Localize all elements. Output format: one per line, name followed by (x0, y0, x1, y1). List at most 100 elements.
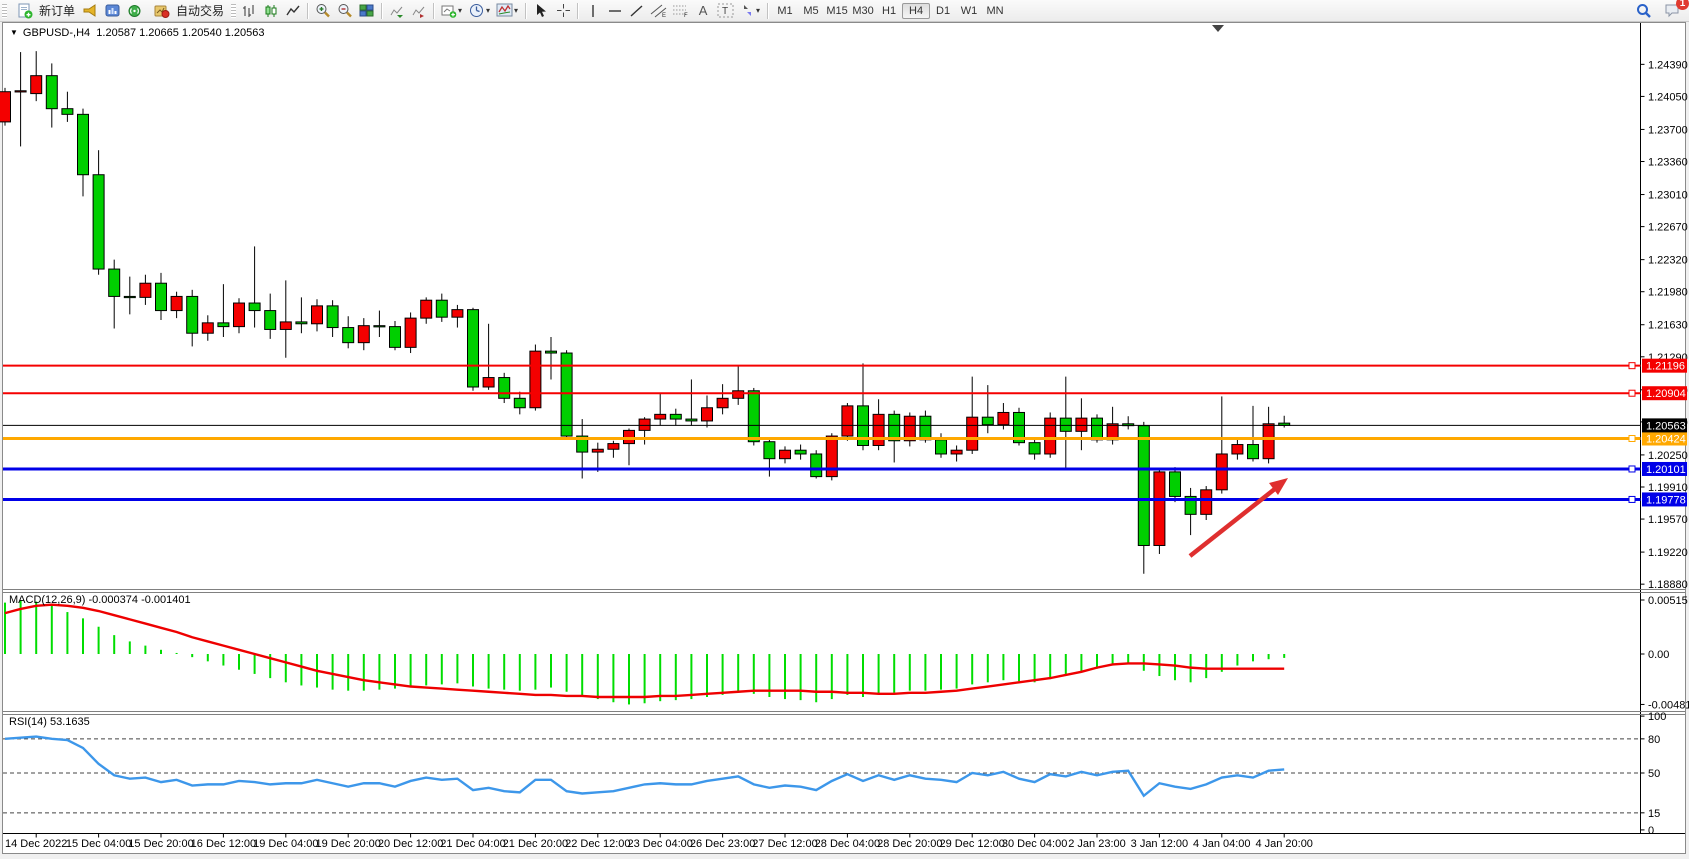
timeframe-m30[interactable]: M30 (852, 4, 874, 17)
crosshair-icon[interactable] (552, 1, 574, 20)
timeframe-mn[interactable]: MN (986, 4, 1004, 17)
chart-shift-marker[interactable] (1212, 25, 1224, 32)
trend-arrow-head[interactable] (1269, 478, 1288, 495)
candle (45, 75, 58, 110)
support-line-2-anchor[interactable] (1628, 495, 1636, 503)
pivot-line-anchor[interactable] (1628, 434, 1636, 442)
autotrading-button[interactable]: 自动交易 (146, 1, 229, 20)
notifications-icon[interactable]: 1 (1661, 0, 1689, 20)
resistance-line-2-anchor[interactable] (1628, 389, 1636, 397)
price-tick-label: 1.23360 (1648, 157, 1688, 169)
price-tick-label: 1.23700 (1648, 124, 1688, 136)
time-tick-label: 2 Jan 23:00 (1068, 838, 1126, 850)
tile-windows-icon[interactable] (356, 1, 378, 20)
candle (919, 415, 932, 441)
chevron-down-icon[interactable]: ▾ (514, 6, 519, 15)
price-tick-label: 1.22670 (1648, 222, 1688, 234)
price-tick-label: 1.22320 (1648, 255, 1688, 267)
chart-period-icon[interactable] (466, 1, 488, 20)
chart-shift-icon[interactable] (408, 1, 430, 20)
candle (139, 282, 152, 298)
candle (1169, 471, 1181, 497)
candle (560, 352, 573, 437)
candle (295, 321, 308, 325)
bar-chart-icon[interactable] (238, 1, 260, 20)
candle (576, 435, 589, 453)
equidistant-channel-icon[interactable]: E (648, 1, 670, 20)
chevron-down-icon[interactable]: ▾ (756, 6, 761, 15)
new-chart-icon[interactable] (438, 1, 460, 20)
candle (279, 321, 292, 330)
support-line-1-anchor[interactable] (1628, 465, 1636, 473)
time-tick-label: 19 Dec 20:00 (315, 838, 380, 850)
market-watch-icon[interactable] (102, 1, 124, 20)
candle (264, 310, 277, 330)
candle (732, 390, 745, 399)
candle (825, 435, 838, 478)
horizontal-line-icon[interactable] (604, 1, 626, 20)
candle (482, 377, 495, 388)
arrows-icon[interactable] (736, 1, 758, 20)
chevron-down-icon[interactable]: ▾ (458, 6, 463, 15)
time-tick-label: 28 Dec 20:00 (877, 838, 942, 850)
announce-icon[interactable] (80, 1, 102, 20)
svg-text:E: E (662, 13, 666, 18)
macd-axis-label: 0.00 (1648, 649, 1669, 661)
time-tick-label: 28 Dec 04:00 (815, 838, 880, 850)
vertical-line-icon[interactable] (582, 1, 604, 20)
toolbar-drag-handle[interactable] (2, 3, 7, 18)
price-tag (1642, 418, 1687, 433)
line-chart-icon[interactable] (282, 1, 304, 20)
timeframe-m1[interactable]: M1 (777, 4, 793, 17)
candle (1215, 453, 1228, 491)
candle (435, 299, 448, 318)
text-icon[interactable]: A (698, 3, 708, 18)
candle (1200, 489, 1213, 515)
candlestick-chart-icon[interactable] (260, 1, 282, 20)
candle (888, 413, 901, 442)
toolbar-drag-handle[interactable] (231, 3, 237, 18)
trendline-icon[interactable] (626, 1, 648, 20)
time-tick-label: 23 Dec 04:00 (627, 838, 692, 850)
timeframe-w1[interactable]: W1 (960, 4, 978, 17)
resistance-line-1-anchor[interactable] (1628, 362, 1636, 370)
search-icon[interactable] (1633, 1, 1655, 20)
candle (170, 295, 183, 312)
zoom-in-icon[interactable] (312, 1, 334, 20)
new-order-label: 新订单 (39, 4, 76, 18)
timeframe-d1[interactable]: D1 (936, 4, 951, 17)
new-order-button[interactable]: 新订单 (9, 1, 80, 20)
timeframe-m15[interactable]: M15 (826, 4, 848, 17)
timeframe-h4[interactable]: H4 (902, 2, 931, 19)
price-axis[interactable] (1642, 23, 1686, 833)
rsi-line (4, 735, 1285, 798)
candle (981, 416, 994, 426)
candle (669, 413, 682, 420)
candle (701, 407, 713, 422)
chevron-down-icon[interactable]: ▾ (486, 6, 491, 15)
macd-signal-line (4, 603, 1285, 699)
candle (810, 453, 823, 478)
candle (1231, 444, 1244, 455)
signal-icon[interactable] (124, 1, 146, 20)
candle (201, 322, 214, 334)
indicators-icon[interactable] (494, 1, 516, 20)
time-tick-label: 21 Dec 20:00 (503, 838, 568, 850)
time-axis[interactable] (3, 835, 1640, 852)
auto-scroll-icon[interactable] (386, 1, 408, 20)
zoom-out-icon[interactable] (334, 1, 356, 20)
trend-arrow[interactable] (1188, 486, 1278, 558)
price-tick-label: 1.19570 (1648, 514, 1688, 526)
rsi-axis-label: 0 (1648, 825, 1654, 837)
time-tick-label: 21 Dec 04:00 (440, 838, 505, 850)
timeframe-h1[interactable]: H1 (882, 4, 897, 17)
fibonacci-icon[interactable]: F (670, 1, 692, 20)
text-label-icon[interactable]: T (714, 1, 736, 20)
timeframe-m5[interactable]: M5 (803, 4, 819, 17)
candle (1184, 495, 1197, 515)
cursor-icon[interactable] (530, 1, 552, 20)
candle (1247, 444, 1259, 460)
candle (716, 397, 729, 409)
time-tick-label: 19 Dec 04:00 (253, 838, 318, 850)
time-tick-label: 15 Dec 20:00 (128, 838, 193, 850)
